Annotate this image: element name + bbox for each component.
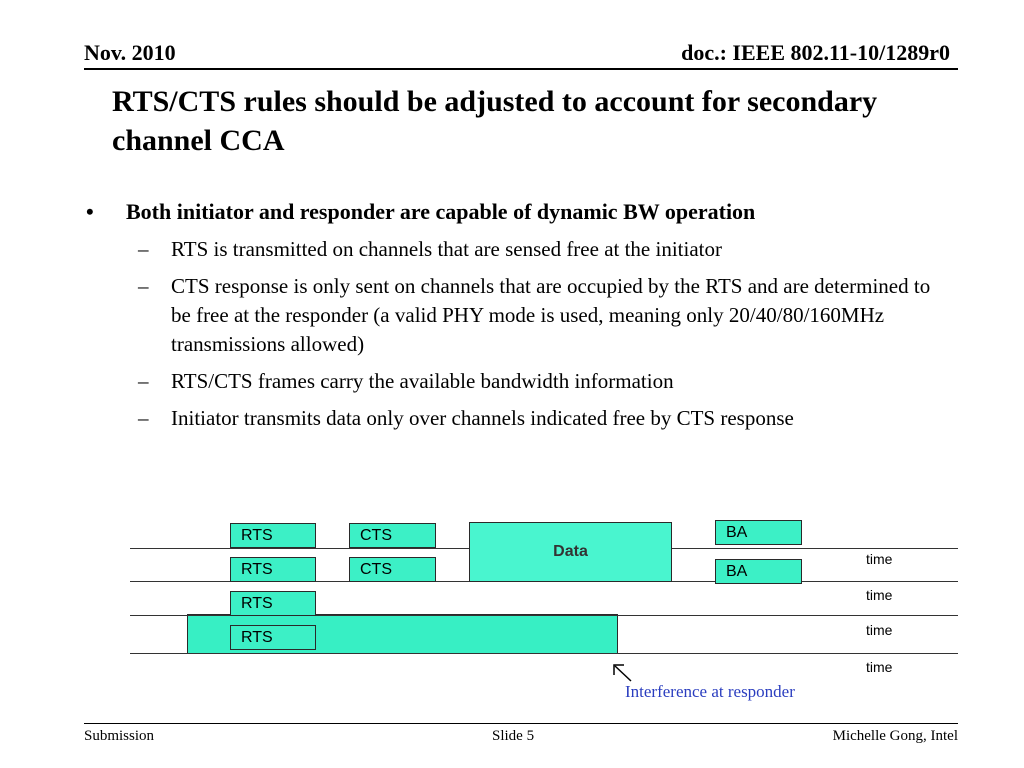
cts-frame-ch1: CTS xyxy=(349,523,436,548)
cts-frame-ch2: CTS xyxy=(349,557,436,582)
sub-bullet-4: – Initiator transmits data only over cha… xyxy=(86,404,946,433)
footer-slide-number: Slide 5 xyxy=(492,728,535,744)
ba-frame-ch2: BA xyxy=(715,559,802,584)
dash-icon: – xyxy=(138,406,149,430)
footer-author: Michelle Gong, Intel xyxy=(832,728,958,744)
interference-label: Interference at responder xyxy=(625,682,795,701)
sub-bullet-text: CTS response is only sent on channels th… xyxy=(171,274,931,356)
data-frame: Data xyxy=(469,522,672,582)
header-divider xyxy=(84,68,958,70)
time-label-ch3: time xyxy=(866,622,893,638)
rts-frame-ch3: RTS xyxy=(230,591,316,616)
rts-frame-ch2: RTS xyxy=(230,557,316,582)
slide-title: RTS/CTS rules should be adjusted to acco… xyxy=(112,85,878,157)
dash-icon: – xyxy=(138,369,149,393)
sub-bullet-text: Initiator transmits data only over chann… xyxy=(171,406,794,430)
footer-divider xyxy=(84,723,958,724)
channel-lane-4 xyxy=(130,653,958,654)
header-date: Nov. 2010 xyxy=(84,40,176,65)
pointer-arrow-icon xyxy=(613,664,632,682)
bullet-list: • Both initiator and responder are capab… xyxy=(86,196,946,441)
ba-frame-ch1: BA xyxy=(715,520,802,545)
rts-frame-ch4: RTS xyxy=(230,625,316,650)
sub-bullet-3: – RTS/CTS frames carry the available ban… xyxy=(86,367,946,396)
time-label-ch2: time xyxy=(866,587,893,603)
time-label-ch1: time xyxy=(866,551,893,567)
sub-bullet-1: – RTS is transmitted on channels that ar… xyxy=(86,235,946,264)
rts-frame-ch1: RTS xyxy=(230,523,316,548)
bullet-dot-icon: • xyxy=(86,199,94,224)
footer-submission: Submission xyxy=(84,728,155,744)
bullet-main-text: Both initiator and responder are capable… xyxy=(126,199,756,224)
time-label-ch4: time xyxy=(866,659,893,675)
sub-bullet-2: – CTS response is only sent on channels … xyxy=(86,272,946,359)
sub-bullet-text: RTS/CTS frames carry the available bandw… xyxy=(171,369,674,393)
sub-bullet-text: RTS is transmitted on channels that are … xyxy=(171,237,722,261)
dash-icon: – xyxy=(138,237,149,261)
dash-icon: – xyxy=(138,274,149,298)
bullet-main: • Both initiator and responder are capab… xyxy=(86,196,946,227)
header-doc-id: doc.: IEEE 802.11-10/1289r0 xyxy=(681,40,950,65)
channel-lane-3 xyxy=(130,615,958,616)
